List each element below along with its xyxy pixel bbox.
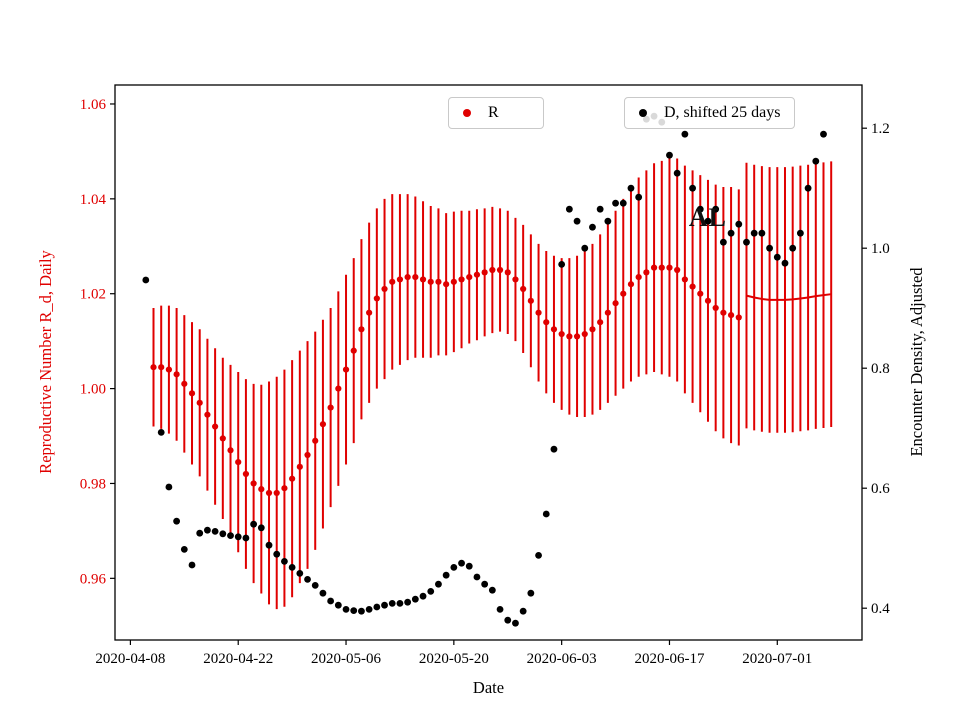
svg-text:0.96: 0.96 <box>80 571 107 587</box>
svg-text:1.06: 1.06 <box>80 97 107 113</box>
legend-R: R <box>448 97 544 129</box>
annotation-AL: AL <box>688 202 728 232</box>
legend-R-label: R <box>488 104 499 121</box>
legend-D: D, shifted 25 days <box>624 97 796 129</box>
svg-text:2020-05-20: 2020-05-20 <box>419 651 489 667</box>
svg-text:2020-07-01: 2020-07-01 <box>742 651 812 667</box>
svg-text:2020-04-08: 2020-04-08 <box>95 651 165 667</box>
svg-text:0.4: 0.4 <box>871 601 890 617</box>
d-series-marker-icon <box>639 109 647 117</box>
right-y-axis-label: Encounter Density, Adjusted <box>907 267 926 457</box>
svg-text:1.0: 1.0 <box>871 241 890 257</box>
svg-text:2020-05-06: 2020-05-06 <box>311 651 381 667</box>
svg-text:2020-06-03: 2020-06-03 <box>527 651 597 667</box>
svg-text:0.6: 0.6 <box>871 481 890 497</box>
svg-text:1.04: 1.04 <box>80 192 107 208</box>
left-y-axis-label: Reproductive Number R_d, Daily <box>36 250 55 474</box>
svg-text:1.00: 1.00 <box>80 382 106 398</box>
svg-text:1.2: 1.2 <box>871 121 890 137</box>
svg-text:2020-06-17: 2020-06-17 <box>634 651 704 667</box>
legend-D-label: D, shifted 25 days <box>664 104 781 121</box>
svg-text:1.02: 1.02 <box>80 287 106 303</box>
svg-text:2020-04-22: 2020-04-22 <box>203 651 273 667</box>
svg-text:0.98: 0.98 <box>80 476 106 492</box>
r-series-marker-icon <box>463 109 471 117</box>
svg-text:0.8: 0.8 <box>871 361 890 377</box>
x-axis-label: Date <box>472 678 505 697</box>
